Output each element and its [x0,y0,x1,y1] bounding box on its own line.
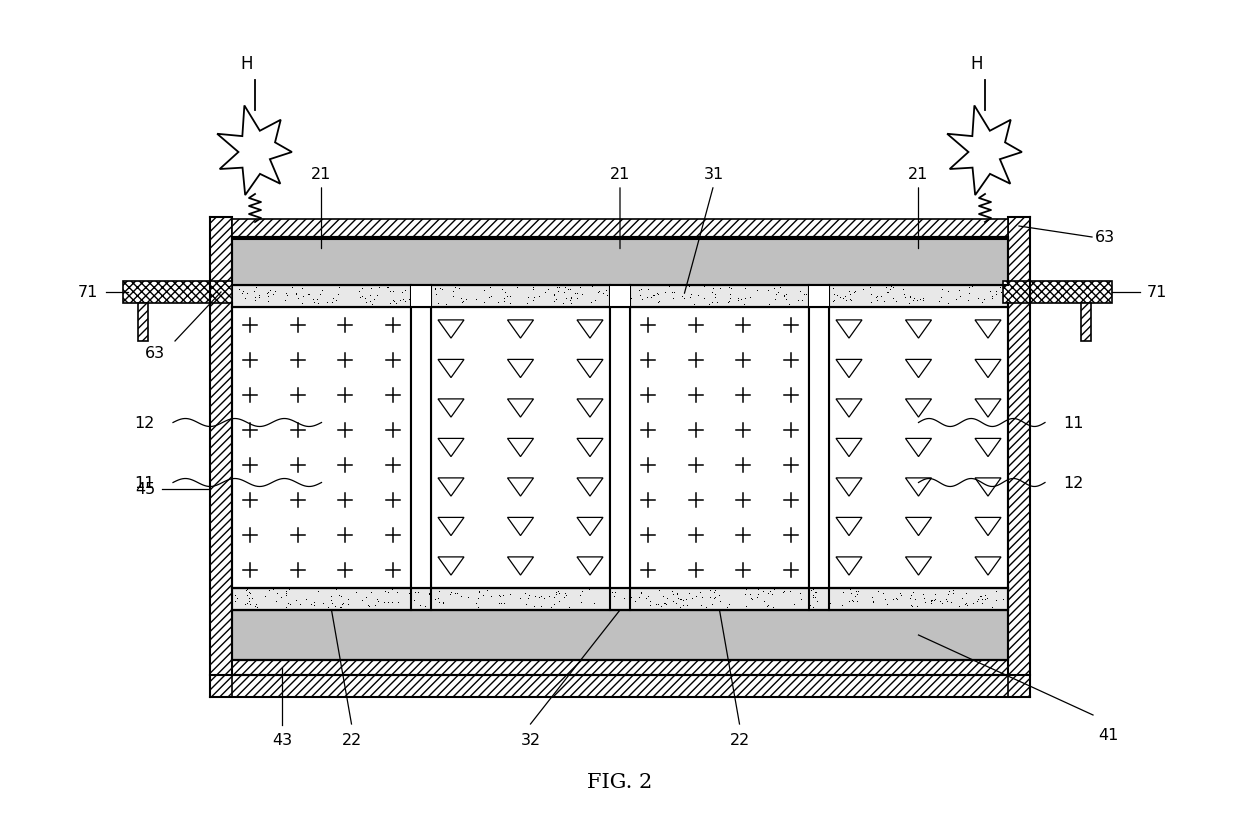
Bar [410,284,432,308]
Polygon shape [507,439,533,457]
Polygon shape [577,518,603,536]
Polygon shape [975,399,1001,418]
Bar [232,660,1008,675]
Text: 63: 63 [145,346,165,361]
Polygon shape [577,321,603,339]
Polygon shape [217,107,291,196]
Polygon shape [577,557,603,576]
Bar [232,240,1008,675]
Bar [232,220,1008,237]
Polygon shape [836,478,862,496]
Bar [1003,282,1112,304]
Text: 41: 41 [1097,727,1118,742]
Polygon shape [836,518,862,536]
Bar [630,308,808,588]
Polygon shape [836,439,862,457]
Polygon shape [836,360,862,378]
Text: 21: 21 [909,167,929,182]
Polygon shape [836,321,862,339]
Text: 45: 45 [135,482,155,497]
Polygon shape [438,439,464,457]
Bar [830,308,1008,588]
Polygon shape [438,321,464,339]
Bar [610,284,630,590]
Polygon shape [975,557,1001,576]
Polygon shape [507,557,533,576]
Text: 43: 43 [272,732,293,747]
Polygon shape [577,439,603,457]
Bar [232,285,1008,308]
Text: H: H [241,55,253,73]
Bar [808,284,830,308]
Bar [210,218,232,697]
Text: 22: 22 [729,732,750,747]
Text: H: H [971,55,983,73]
Polygon shape [507,399,533,418]
Polygon shape [975,321,1001,339]
Polygon shape [905,478,931,496]
Text: 32: 32 [521,732,541,747]
Text: 21: 21 [610,167,630,182]
Bar [410,284,432,590]
Polygon shape [975,439,1001,457]
Polygon shape [975,518,1001,536]
Polygon shape [507,360,533,378]
Polygon shape [438,518,464,536]
Bar [232,610,1008,660]
Polygon shape [507,478,533,496]
Bar [232,308,410,588]
Bar [1008,218,1030,697]
Polygon shape [438,360,464,378]
Polygon shape [438,478,464,496]
Bar [610,284,630,308]
Polygon shape [438,399,464,418]
Bar [1080,304,1091,342]
Text: 11: 11 [1063,415,1084,431]
Text: 63: 63 [1095,230,1115,245]
Text: 11: 11 [134,476,155,490]
Text: 21: 21 [311,167,331,182]
Polygon shape [507,321,533,339]
Bar [138,304,148,342]
Bar [123,282,232,304]
Polygon shape [507,518,533,536]
Polygon shape [905,518,931,536]
Polygon shape [905,360,931,378]
Bar [432,308,610,588]
Polygon shape [905,321,931,339]
Text: 71: 71 [78,285,98,300]
Text: 31: 31 [703,167,724,182]
Polygon shape [577,360,603,378]
Bar [210,675,1030,697]
Polygon shape [905,399,931,418]
Text: FIG. 2: FIG. 2 [588,772,652,791]
Bar [232,588,1008,610]
Text: 22: 22 [341,732,362,747]
Bar [808,284,830,590]
Polygon shape [836,399,862,418]
Polygon shape [975,478,1001,496]
Text: 12: 12 [135,415,155,431]
Text: 71: 71 [1147,285,1167,300]
Bar [232,237,1008,285]
Polygon shape [438,557,464,576]
Polygon shape [975,360,1001,378]
Polygon shape [947,107,1022,196]
Polygon shape [577,478,603,496]
Polygon shape [905,557,931,576]
Polygon shape [577,399,603,418]
Text: 12: 12 [1063,476,1084,490]
Polygon shape [836,557,862,576]
Polygon shape [905,439,931,457]
